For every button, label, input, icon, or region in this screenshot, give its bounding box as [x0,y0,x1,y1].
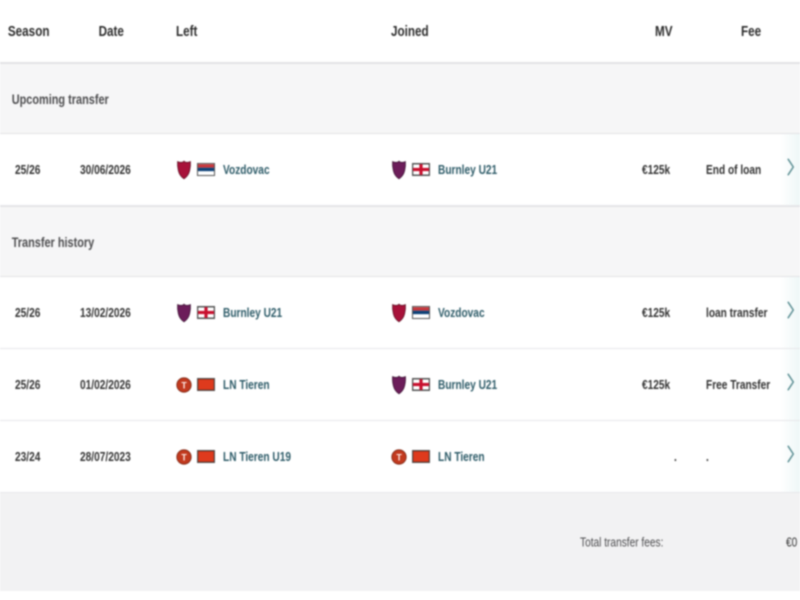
svg-text:T: T [396,452,402,462]
svg-text:T: T [181,452,187,462]
svg-text:T: T [181,380,187,390]
